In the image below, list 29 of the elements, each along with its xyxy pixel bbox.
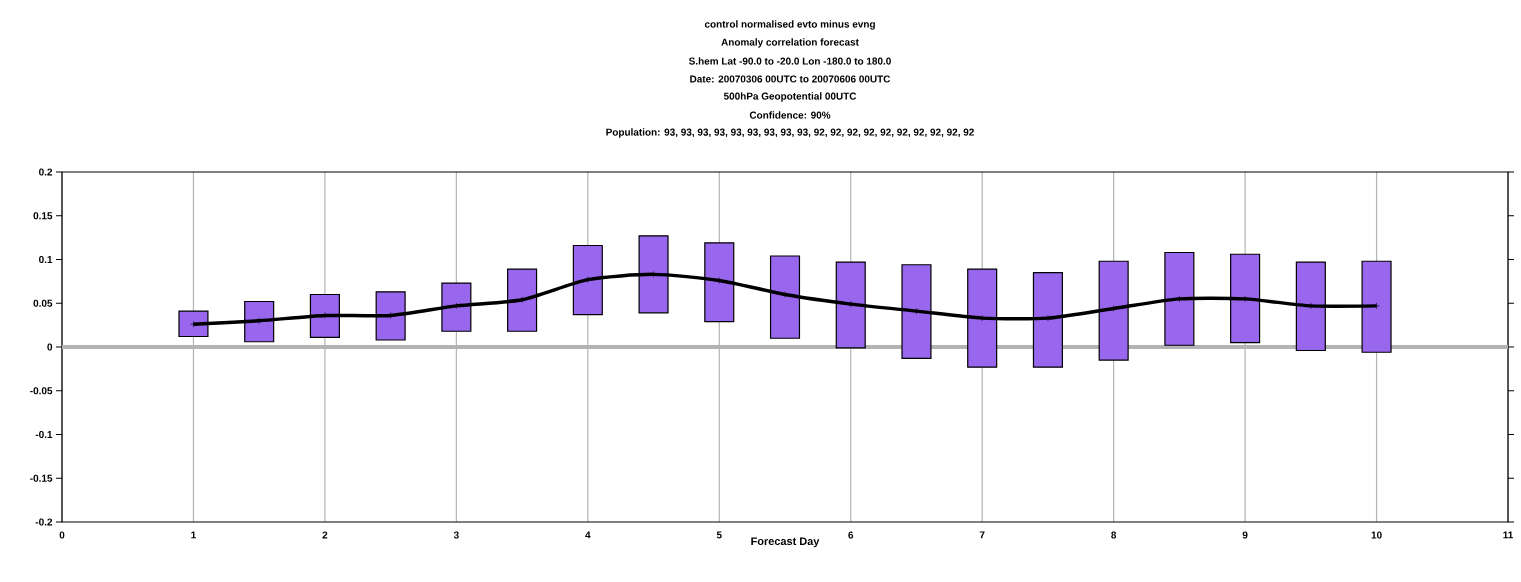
y-tick-label: -0.15 [30, 474, 53, 482]
y-tick-label: 0.1 [39, 255, 53, 264]
text: Confidence: 90% [749, 111, 831, 119]
x-tick-label: 11 [1503, 531, 1514, 539]
x-tick-label: 4 [585, 531, 591, 539]
x-tick-label: 1 [191, 531, 196, 539]
chart-title: control normalised evto minus evng [704, 20, 875, 30]
x-tick-label: 2 [322, 531, 328, 539]
x-axis-title: Forecast Day [751, 537, 820, 548]
x-tick-label: 6 [848, 531, 854, 539]
y-tick-label: 0.2 [39, 168, 53, 176]
x-tick-label: 8 [1111, 531, 1117, 539]
y-tick-label: 0 [47, 343, 53, 351]
x-tick-label: 10 [1371, 531, 1382, 539]
x-tick-label: 5 [716, 531, 722, 539]
y-tick-label: -0.05 [30, 387, 53, 395]
text: Anomaly correlation forecast [721, 38, 859, 48]
text: S.hem Lat -90.0 to -20.0 Lon -180.0 to 180.0 [688, 57, 891, 65]
x-tick-label: 0 [59, 531, 65, 539]
y-tick-label: 0.05 [33, 299, 53, 307]
x-tick-label: 7 [979, 531, 985, 539]
y-tick-label: -0.1 [35, 430, 53, 439]
x-tick-label: 3 [453, 531, 459, 539]
x-tick-label: 9 [1242, 531, 1248, 539]
text: Date: 20070306 00UTC to 20070606 00UTC [690, 75, 891, 83]
y-tick-label: 0.15 [33, 212, 53, 220]
text: 500hPa Geopotential 00UTC [723, 92, 857, 102]
y-tick-label: -0.2 [35, 518, 53, 526]
text: Population: 93, 93, 93, 93, 93, 93, 93, 93, 93, 92, 92, 92, 92, 92, 92, 92, 92, 92, 92 [606, 128, 974, 138]
